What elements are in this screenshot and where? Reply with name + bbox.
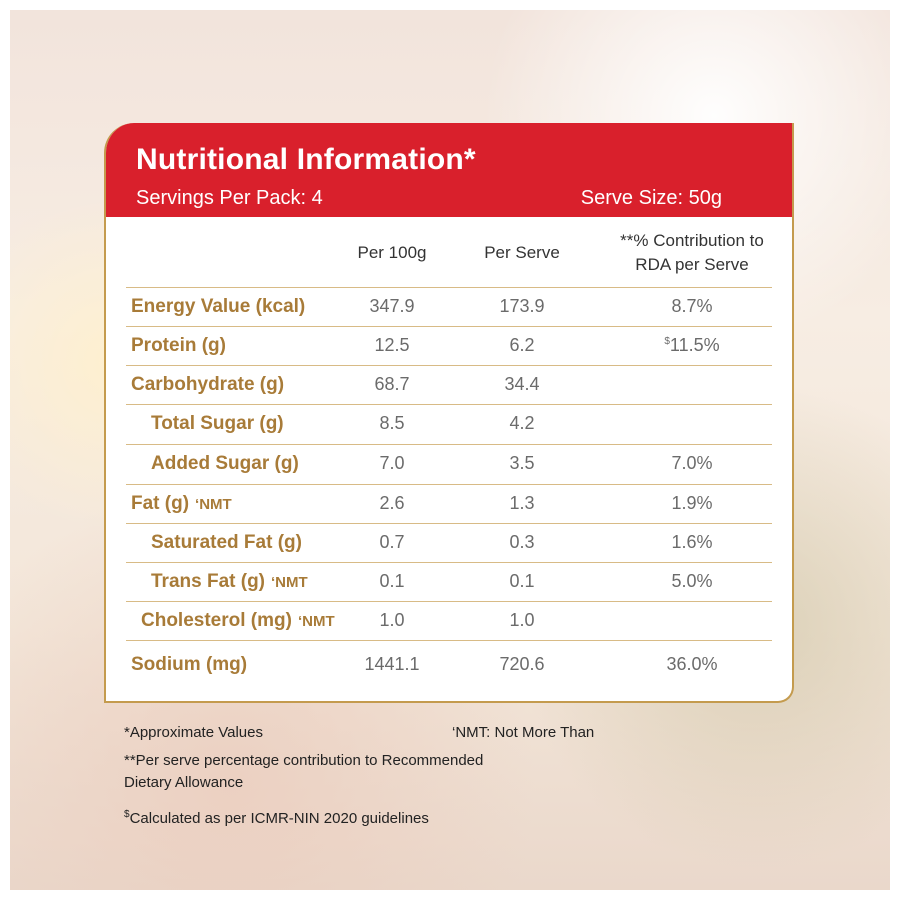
- serve-size: Serve Size: 50g: [580, 187, 722, 209]
- rda-text: 7.0%: [671, 453, 713, 473]
- col-per-serve: Per Serve: [484, 243, 560, 262]
- row-label-text: Sodium (mg): [131, 654, 248, 675]
- rda-text: 36.0%: [666, 654, 718, 674]
- per-100g-value: 7.0: [379, 453, 405, 473]
- row-label-text: Protein (g): [131, 335, 226, 356]
- row-label-text: Saturated Fat (g): [151, 532, 302, 553]
- rda-value: 8.7%: [632, 296, 752, 317]
- nmt-marker: ‘NMT: [297, 613, 335, 630]
- per-100g-value: 347.9: [369, 296, 415, 316]
- table-row: Sodium (mg) 1441.1 720.6 36.0%: [126, 640, 772, 690]
- footnote-rda-line2: Dietary Allowance: [124, 774, 244, 791]
- per-100g-value: 0.7: [379, 532, 405, 552]
- per-serve-value: 0.3: [509, 532, 535, 552]
- rda-value: 7.0%: [632, 453, 752, 474]
- rda-prefix: $: [664, 336, 670, 347]
- row-label-text: Trans Fat (g): [151, 571, 266, 592]
- per-serve-value: 3.5: [509, 453, 535, 473]
- col-rda-line1: **% Contribution to: [620, 231, 764, 250]
- card-title: Nutritional Information*: [136, 143, 476, 176]
- servings-per-pack: Servings Per Pack: 4: [136, 187, 323, 209]
- table-row: Trans Fat (g) ‘NMT 0.1 0.1 5.0%: [126, 562, 772, 602]
- col-rda: **% Contribution to RDA per Serve: [582, 229, 792, 277]
- row-label: Protein (g): [131, 335, 226, 357]
- footnote-icmr-prefix: $: [124, 809, 130, 820]
- per-100g-value: 8.5: [379, 413, 405, 433]
- row-label-text: Energy Value (kcal): [131, 296, 306, 317]
- per-serve-value: 0.1: [509, 571, 535, 591]
- col-rda-line2: RDA per Serve: [635, 255, 749, 274]
- row-label: Trans Fat (g) ‘NMT: [151, 571, 308, 593]
- per-serve-value: 173.9: [499, 296, 545, 316]
- row-label: Energy Value (kcal): [131, 296, 305, 318]
- per-serve-value: 34.4: [504, 374, 540, 394]
- rda-text: 5.0%: [671, 571, 713, 591]
- table-row: Protein (g) 12.5 6.2 $11.5%: [126, 326, 772, 366]
- table-row: Added Sugar (g) 7.0 3.5 7.0%: [126, 444, 772, 485]
- rda-value: 1.6%: [632, 532, 752, 553]
- rda-value: $11.5%: [632, 335, 752, 356]
- per-serve-value: 1.0: [509, 610, 535, 630]
- rda-text: 1.6%: [671, 532, 713, 552]
- per-100g-value: 0.1: [379, 571, 405, 591]
- col-per-100g: Per 100g: [357, 243, 427, 262]
- per-serve-value: 6.2: [509, 335, 535, 355]
- row-label: Cholesterol (mg) ‘NMT: [141, 610, 335, 632]
- table-row: Total Sugar (g) 8.5 4.2: [126, 404, 772, 445]
- per-100g-value: 1.0: [379, 610, 405, 630]
- nutrition-card: Nutritional Information* Servings Per Pa…: [104, 123, 794, 703]
- table-row: Cholesterol (mg) ‘NMT 1.0 1.0: [126, 601, 772, 641]
- per-100g-value: 1441.1: [364, 654, 420, 674]
- rda-text: 8.7%: [671, 296, 713, 316]
- row-label-text: Total Sugar (g): [151, 413, 284, 434]
- row-label: Sodium (mg): [131, 654, 247, 676]
- footnote-approx: *Approximate Values: [124, 724, 263, 741]
- row-label-text: Added Sugar (g): [151, 453, 299, 474]
- rda-value: 1.9%: [632, 493, 752, 514]
- row-label-text: Carbohydrate (g): [131, 374, 285, 395]
- per-serve-value: 720.6: [499, 654, 545, 674]
- per-100g-value: 68.7: [374, 374, 410, 394]
- per-100g-value: 2.6: [379, 493, 405, 513]
- table-row: Energy Value (kcal) 347.9 173.9 8.7%: [126, 287, 772, 327]
- card-header: Nutritional Information* Servings Per Pa…: [106, 123, 792, 217]
- header-divider: [126, 286, 772, 288]
- nmt-marker: ‘NMT: [271, 574, 308, 591]
- footnote-rda: **Per serve percentage contribution to R…: [124, 750, 483, 794]
- per-serve-value: 4.2: [509, 413, 535, 433]
- rda-text: 11.5%: [669, 335, 720, 355]
- row-label: Fat (g) ‘NMT: [131, 493, 232, 515]
- row-label-text: Cholesterol (mg): [141, 610, 292, 631]
- row-label: Added Sugar (g): [151, 453, 299, 475]
- footnote-icmr-text: Calculated as per ICMR-NIN 2020 guidelin…: [129, 810, 429, 827]
- rda-value: 36.0%: [632, 654, 752, 675]
- table-row: Carbohydrate (g) 68.7 34.4: [126, 365, 772, 405]
- nmt-marker: ‘NMT: [195, 496, 232, 513]
- per-100g-value: 12.5: [374, 335, 410, 355]
- table-row: Saturated Fat (g) 0.7 0.3 1.6%: [126, 523, 772, 563]
- rda-text: 1.9%: [671, 493, 713, 513]
- row-label: Carbohydrate (g): [131, 374, 284, 396]
- footnote-nmt: ‘NMT: Not More Than: [452, 724, 595, 741]
- per-serve-value: 1.3: [509, 493, 535, 513]
- rda-value: 5.0%: [632, 571, 752, 592]
- footnote-rda-line1: **Per serve percentage contribution to R…: [124, 752, 484, 769]
- table-row: Fat (g) ‘NMT 2.6 1.3 1.9%: [126, 484, 772, 524]
- row-label: Saturated Fat (g): [151, 532, 302, 554]
- footnote-icmr: $Calculated as per ICMR-NIN 2020 guideli…: [124, 804, 429, 830]
- row-label: Total Sugar (g): [151, 413, 284, 435]
- row-label-text: Fat (g): [131, 493, 190, 514]
